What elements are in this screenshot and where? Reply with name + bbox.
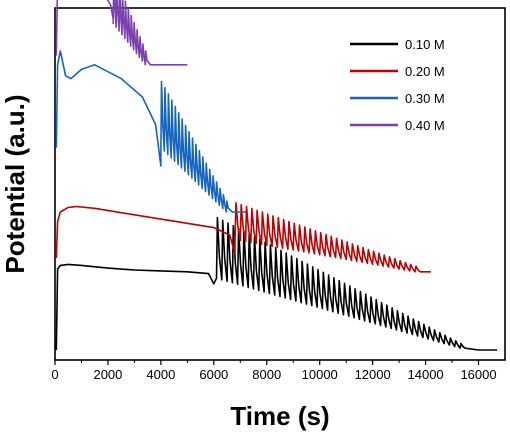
x-axis-title: Time (s) xyxy=(230,401,329,431)
legend-label: 0.30 M xyxy=(405,91,445,106)
x-tick-label: 2000 xyxy=(93,367,122,382)
x-tick-label: 12000 xyxy=(355,367,391,382)
x-tick-label: 8000 xyxy=(252,367,281,382)
series-layer xyxy=(55,0,498,351)
series-line-3 xyxy=(55,50,246,213)
legend-label: 0.10 M xyxy=(405,37,445,52)
plot-frame xyxy=(54,7,506,361)
legend-label: 0.20 M xyxy=(405,64,445,79)
y-axis-title: Potential (a.u.) xyxy=(0,94,30,273)
series-line-4 xyxy=(55,0,188,66)
series-line-2 xyxy=(55,202,431,273)
x-tick-label: 6000 xyxy=(199,367,228,382)
legend: 0.10 M 0.20 M 0.30 M 0.40 M xyxy=(350,37,445,133)
x-tick-label: 16000 xyxy=(460,367,496,382)
x-tick-label: 10000 xyxy=(302,367,338,382)
series-line-1 xyxy=(55,216,498,351)
x-tick-label: 14000 xyxy=(408,367,444,382)
x-tick-label: 0 xyxy=(51,367,58,382)
x-tick-label: 4000 xyxy=(146,367,175,382)
legend-label: 0.40 M xyxy=(405,118,445,133)
x-ticks: 0 2000 4000 6000 8000 10000 12000 14000 16000 xyxy=(51,360,497,382)
